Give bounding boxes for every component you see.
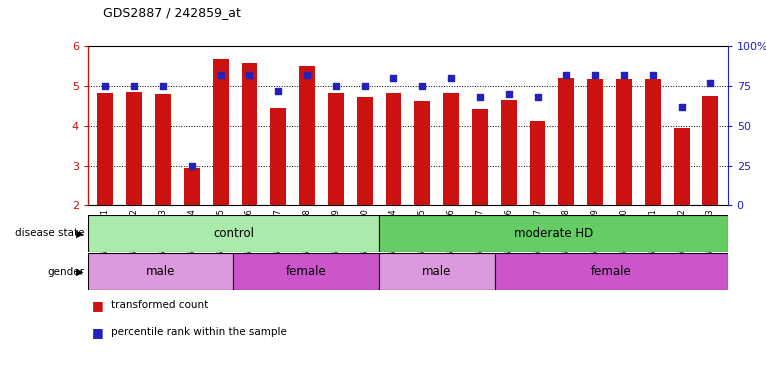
Bar (126, 92, 142, 205)
Bar (673, 128, 689, 205)
Point (589, 72, 601, 78)
Bar (184, 169, 200, 205)
Text: female: female (286, 265, 326, 278)
Point (185, 162, 198, 169)
Text: moderate HD: moderate HD (514, 227, 593, 240)
Bar (588, 79, 603, 205)
Bar (241, 63, 257, 205)
Point (647, 72, 659, 78)
Point (358, 83, 371, 89)
Point (100, 83, 112, 89)
Text: male: male (146, 265, 175, 278)
Point (301, 72, 313, 78)
Point (445, 75, 457, 81)
Bar (300, 66, 315, 205)
Bar (702, 96, 719, 205)
Point (676, 104, 688, 110)
Bar (379, 215, 728, 252)
Text: ■: ■ (92, 299, 103, 312)
Point (214, 72, 227, 78)
Bar (213, 59, 228, 205)
Text: percentile rank within the sample: percentile rank within the sample (111, 327, 287, 337)
Point (618, 72, 630, 78)
Text: male: male (422, 265, 452, 278)
Text: control: control (213, 227, 254, 240)
Point (704, 79, 716, 86)
Bar (385, 93, 401, 205)
Point (532, 94, 544, 100)
Text: gender: gender (47, 266, 84, 277)
Text: transformed count: transformed count (111, 300, 208, 310)
Bar (616, 79, 632, 205)
Bar (645, 79, 661, 205)
Point (272, 88, 284, 94)
Point (329, 83, 342, 89)
Bar (234, 253, 379, 290)
Point (474, 94, 486, 100)
Bar (472, 109, 488, 205)
Point (244, 72, 256, 78)
Text: ▶: ▶ (73, 228, 83, 238)
Text: ▶: ▶ (73, 266, 83, 277)
Bar (414, 101, 430, 205)
Bar (88, 253, 234, 290)
Bar (97, 93, 113, 205)
Bar (357, 97, 372, 205)
Point (502, 91, 515, 97)
Text: disease state: disease state (15, 228, 84, 238)
Bar (88, 215, 379, 252)
Bar (501, 100, 516, 205)
Text: female: female (591, 265, 632, 278)
Text: GDS2887 / 242859_at: GDS2887 / 242859_at (103, 6, 241, 19)
Bar (495, 253, 728, 290)
Text: ■: ■ (92, 326, 103, 339)
Bar (444, 93, 459, 205)
Bar (155, 94, 171, 205)
Point (157, 83, 169, 89)
Bar (270, 108, 286, 205)
Point (560, 72, 572, 78)
Point (416, 83, 428, 89)
Bar (529, 121, 545, 205)
Point (388, 75, 400, 81)
Bar (558, 78, 574, 205)
Point (128, 83, 140, 89)
Bar (328, 93, 344, 205)
Bar (379, 253, 495, 290)
